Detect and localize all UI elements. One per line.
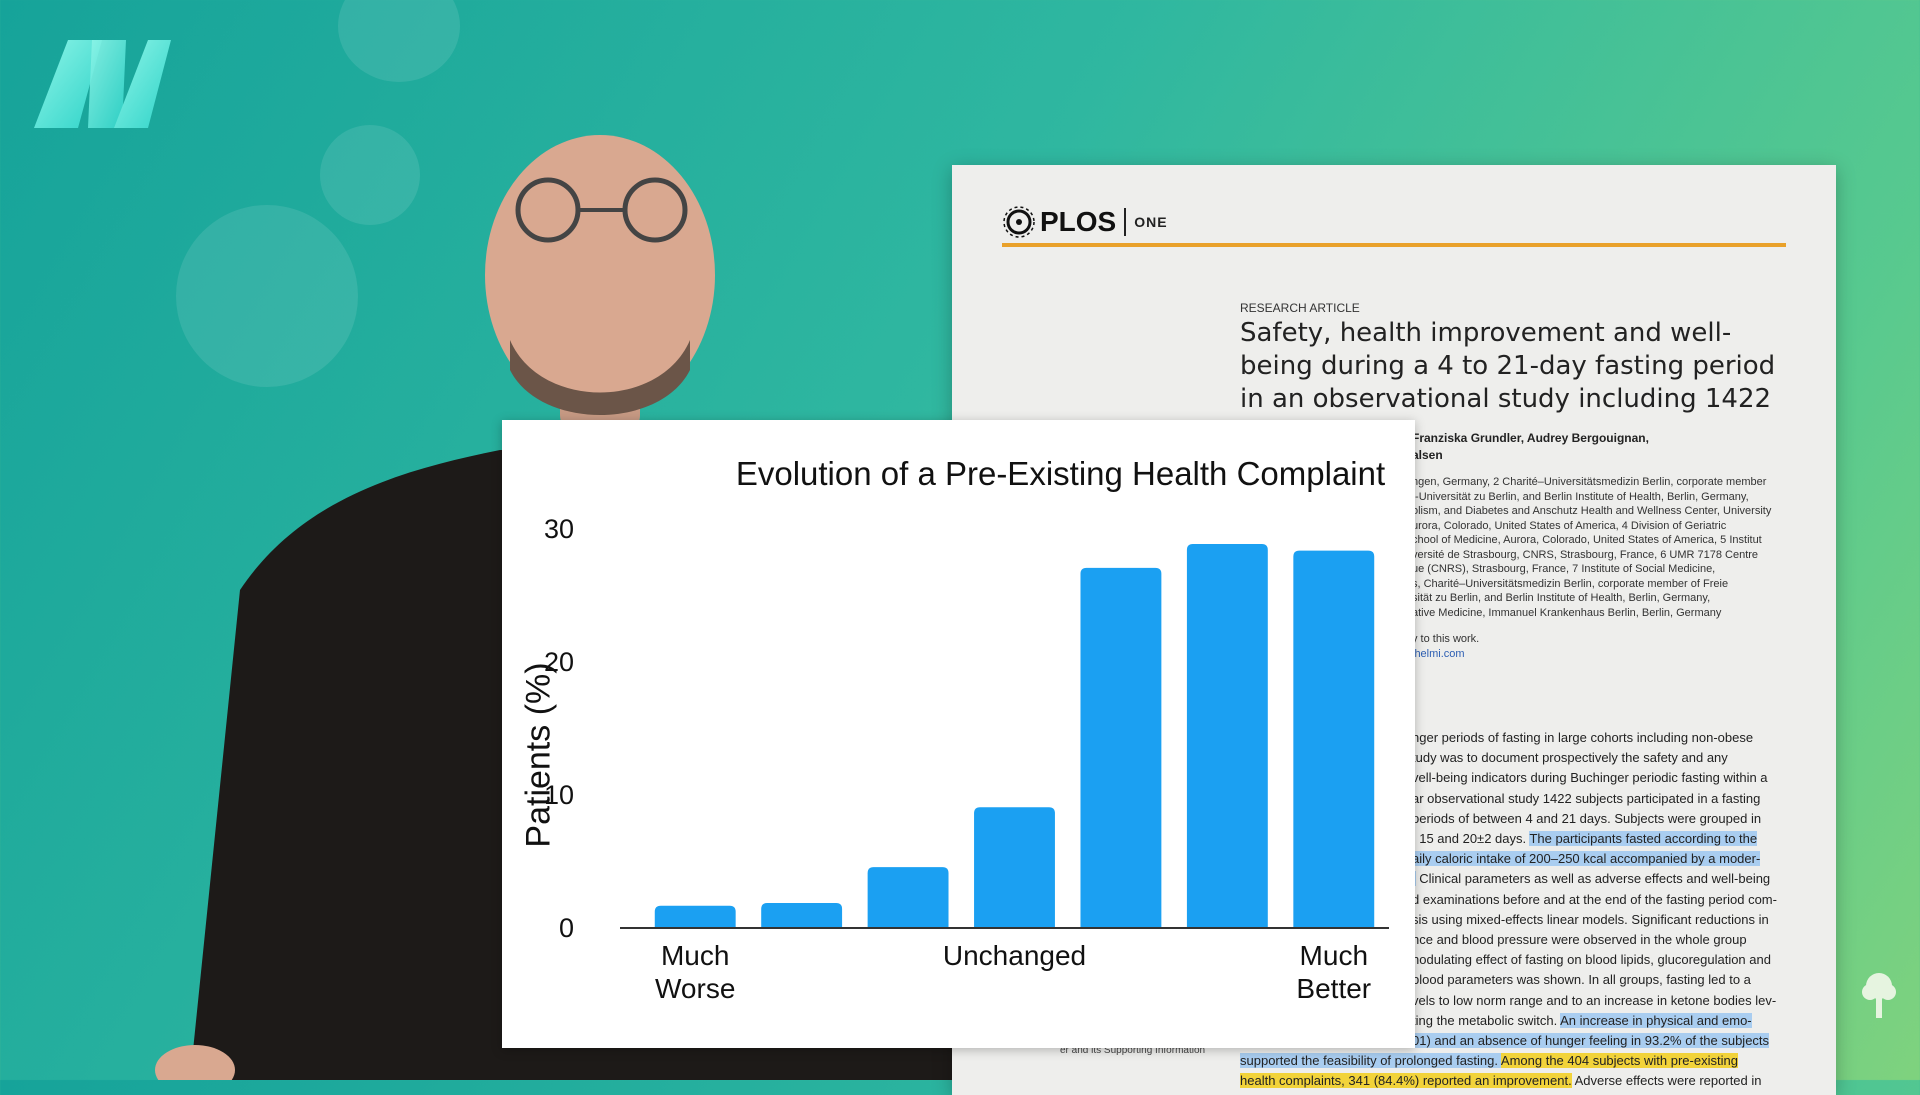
journal-header: PLOS ONE bbox=[1002, 205, 1168, 239]
highlighted-text: The participants fasted according to the bbox=[1529, 831, 1758, 847]
abstract-text: , 15 and 20±2 days. bbox=[1412, 831, 1530, 847]
abstract-line: nce and blood pressure were observed in … bbox=[1240, 930, 1788, 950]
abstract-text: ar observational study 1422 subjects par… bbox=[1412, 790, 1761, 806]
bar-chart bbox=[620, 543, 1389, 929]
x-tick-label: Much Better bbox=[1296, 940, 1372, 1004]
abstract-text: vell-being indicators during Buchinger p… bbox=[1412, 770, 1768, 786]
abstract-line: nger periods of fasting in large cohorts… bbox=[1240, 728, 1788, 748]
abstract-text: Adverse effects were reported in bbox=[1571, 1073, 1762, 1089]
abstract-line: nodulating effect of fasting on blood li… bbox=[1240, 950, 1788, 970]
y-tick-label: 30 bbox=[543, 514, 574, 544]
background-bubble bbox=[176, 205, 358, 387]
bar bbox=[1293, 550, 1375, 927]
abstract-text: Clinical parameters as well as adverse e… bbox=[1415, 871, 1771, 887]
affiliation-line: t-Universität zu Berlin, and Berlin Inst… bbox=[1412, 490, 1749, 503]
article-type: RESEARCH ARTICLE bbox=[1240, 301, 1360, 315]
bar bbox=[974, 807, 1055, 927]
abstract-text: sis using mixed-effects linear models. S… bbox=[1412, 911, 1769, 927]
bar bbox=[1186, 543, 1268, 927]
abstract-text: ting the metabolic switch. bbox=[1412, 1012, 1561, 1028]
abstract-text: tudy was to document prospectively the s… bbox=[1412, 750, 1728, 766]
x-tick-label: Much Worse bbox=[655, 940, 736, 1004]
abstract-line: blood parameters was shown. In all group… bbox=[1240, 970, 1788, 990]
abstract-text: nger periods of fasting in large cohorts… bbox=[1412, 730, 1754, 745]
abstract-line: ting the metabolic switch. An increase i… bbox=[1240, 1011, 1788, 1031]
abstract-line: vell-being indicators during Buchinger p… bbox=[1240, 768, 1788, 788]
highlighted-text: Among the 404 subjects with pre-existing bbox=[1500, 1053, 1738, 1069]
bar bbox=[654, 905, 736, 927]
plos-globe-icon bbox=[1003, 206, 1035, 238]
abstract-line: supported the feasibility of prolonged f… bbox=[1240, 1051, 1788, 1071]
affiliation-line: ative Medicine, Immanuel Krankenhaus Ber… bbox=[1412, 606, 1722, 619]
bar bbox=[1080, 567, 1162, 927]
y-tick-label: 0 bbox=[558, 913, 574, 943]
abstract-line: health complaints, 341 (84.4%) reported … bbox=[1240, 1071, 1788, 1091]
affiliation-line: chool of Medicine, Aurora, Colorado, Uni… bbox=[1412, 534, 1762, 546]
affiliations: ngen, Germany, 2 Charité–Universitätsmed… bbox=[1412, 475, 1812, 620]
journal-subname: ONE bbox=[1134, 214, 1168, 230]
affiliation-line: versité de Strasbourg, CNRS, Strasbourg,… bbox=[1412, 548, 1759, 561]
stylized-n-logo-icon bbox=[34, 40, 171, 128]
abstract-line: ar observational study 1422 subjects par… bbox=[1240, 789, 1788, 809]
x-tick-label: Unchanged bbox=[942, 940, 1087, 971]
y-tick-label: 20 bbox=[543, 647, 574, 677]
abstract-line: periods of between 4 and 21 days. Subjec… bbox=[1240, 809, 1788, 829]
corresponding-email[interactable]: lhelmi.com bbox=[1412, 648, 1465, 660]
abstract-text: periods of between 4 and 21 days. Subjec… bbox=[1412, 810, 1762, 826]
affiliation-line: olism, and Diabetes and Anschutz Health … bbox=[1412, 505, 1772, 517]
abstract-text: nce and blood pressure were observed in … bbox=[1412, 932, 1747, 948]
abstract-line: vels to low norm range and to an increas… bbox=[1240, 991, 1788, 1011]
abstract-text: blood parameters was shown. In all group… bbox=[1412, 972, 1751, 988]
chart-title-text: Evolution of a Pre-Existing Health Compl… bbox=[735, 455, 1386, 492]
bar bbox=[867, 867, 949, 927]
abstract-line: , 15 and 20±2 days. The participants fas… bbox=[1240, 829, 1788, 849]
background-bubble bbox=[320, 125, 420, 225]
journal-name: PLOS bbox=[1040, 206, 1117, 237]
affiliation-line: sität zu Berlin, and Berlin Institute of… bbox=[1412, 592, 1711, 604]
highlighted-text: health complaints, 341 (84.4%) reported … bbox=[1240, 1073, 1572, 1089]
bar bbox=[761, 903, 843, 927]
abstract-text: d examinations before and at the end of … bbox=[1412, 891, 1777, 907]
abstract-text: nodulating effect of fasting on blood li… bbox=[1412, 952, 1771, 968]
header-rule bbox=[1002, 243, 1786, 247]
affiliation-line: s, Charité–Universitätsmedizin Berlin, c… bbox=[1412, 577, 1729, 590]
affiliation-line: ngen, Germany, 2 Charité–Universitätsmed… bbox=[1412, 476, 1767, 488]
y-tick-label: 10 bbox=[543, 780, 574, 810]
chart-title: Evolution of a Pre-Existing Health Compl… bbox=[502, 455, 1415, 493]
abstract-line: aily caloric intake of 200–250 kcal acco… bbox=[1240, 849, 1788, 869]
abstract-line: tudy was to document prospectively the s… bbox=[1240, 748, 1788, 768]
article-authors: Franziska Grundler, Audrey Bergouignan, bbox=[1412, 431, 1649, 445]
tree-icon bbox=[1862, 973, 1896, 1018]
chart-card: Evolution of a Pre-Existing Health Compl… bbox=[502, 420, 1415, 1048]
abstract-text: vels to low norm range and to an increas… bbox=[1412, 992, 1777, 1008]
abstract-line: sis using mixed-effects linear models. S… bbox=[1240, 910, 1788, 930]
affiliation-line: ue (CNRS), Strasbourg, France, 7 Institu… bbox=[1412, 563, 1716, 575]
highlighted-text: aily caloric intake of 200–250 kcal acco… bbox=[1412, 851, 1761, 867]
highlighted-text: supported the feasibility of prolonged f… bbox=[1240, 1053, 1501, 1069]
highlighted-text: 01) and an absence of hunger feeling in … bbox=[1412, 1033, 1770, 1049]
article-authors-cont: alsen bbox=[1412, 448, 1443, 462]
affiliation-line: urora, Colorado, United States of Americ… bbox=[1412, 519, 1727, 532]
highlighted-text: An increase in physical and emo- bbox=[1560, 1012, 1752, 1028]
abstract-line: 01) and an absence of hunger feeling in … bbox=[1240, 1031, 1788, 1051]
journal-divider bbox=[1124, 208, 1127, 236]
contribution-note: y to this work. bbox=[1412, 633, 1480, 645]
abstract-line: d examinations before and at the end of … bbox=[1240, 890, 1788, 910]
supporting-info-note: er and its Supporting Information bbox=[1060, 1045, 1206, 1056]
